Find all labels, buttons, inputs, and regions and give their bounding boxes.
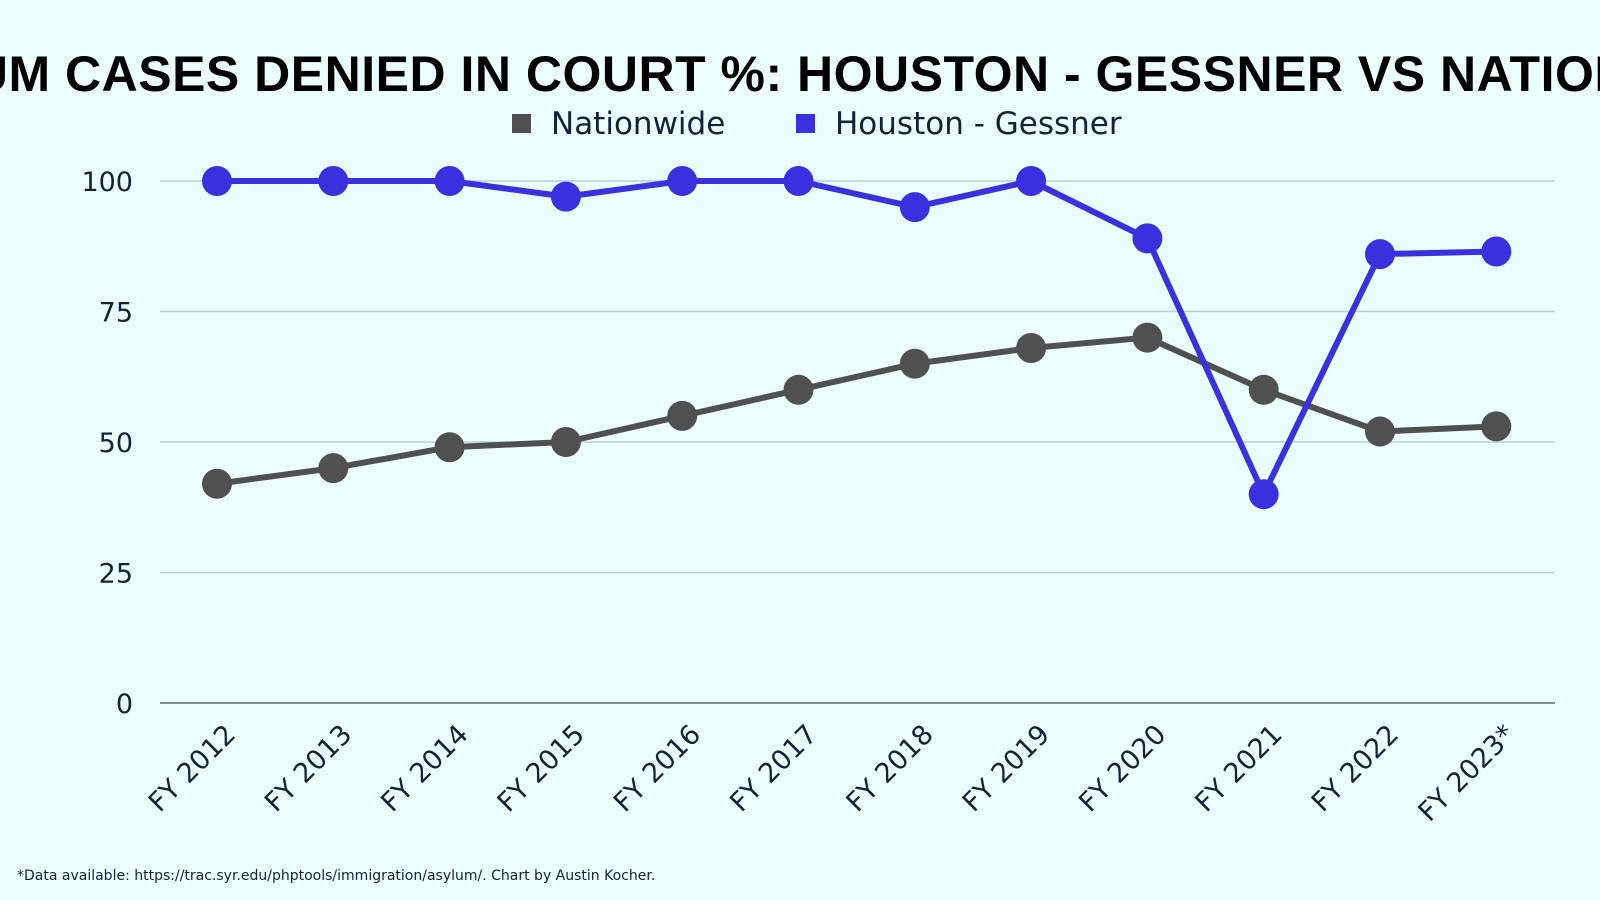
legend-label-houston-gessner: Houston - Gessner bbox=[835, 106, 1122, 142]
data-point-nationwide[interactable] bbox=[1365, 416, 1395, 447]
data-point-houston-gessner[interactable] bbox=[899, 192, 930, 223]
y-tick-label: 25 bbox=[99, 559, 133, 590]
data-point-houston-gessner[interactable] bbox=[783, 166, 814, 196]
y-tick-label: 100 bbox=[81, 167, 133, 198]
data-point-nationwide[interactable] bbox=[783, 374, 814, 405]
x-tick-label: FY 2018 bbox=[841, 719, 940, 818]
data-point-houston-gessner[interactable] bbox=[667, 166, 698, 196]
y-tick-label: 75 bbox=[99, 298, 133, 329]
data-point-houston-gessner[interactable] bbox=[1481, 236, 1512, 267]
footnote: *Data available: https://trac.syr.edu/ph… bbox=[17, 868, 655, 884]
data-point-houston-gessner[interactable] bbox=[434, 166, 465, 196]
x-tick-label: FY 2017 bbox=[724, 719, 823, 818]
y-tick-label: 50 bbox=[99, 428, 133, 459]
x-tick-label: FY 2020 bbox=[1073, 719, 1172, 818]
data-point-houston-gessner[interactable] bbox=[202, 166, 232, 196]
chart-title: ASYLUM CASES DENIED IN COURT %: HOUSTON … bbox=[0, 46, 1600, 102]
x-tick-label: FY 2019 bbox=[957, 719, 1056, 818]
legend-swatch-nationwide bbox=[512, 114, 531, 133]
data-point-nationwide[interactable] bbox=[667, 400, 698, 431]
y-axis-ticks: 0 25 50 75 100 bbox=[81, 167, 133, 720]
x-tick-label: FY 2022 bbox=[1306, 719, 1405, 818]
x-tick-label: FY 2012 bbox=[143, 719, 242, 818]
y-tick-label: 0 bbox=[116, 689, 133, 720]
series bbox=[202, 166, 1512, 510]
data-point-nationwide[interactable] bbox=[202, 468, 232, 499]
gridlines bbox=[160, 180, 1555, 704]
data-point-nationwide[interactable] bbox=[1016, 333, 1047, 364]
x-tick-label: FY 2015 bbox=[492, 719, 591, 818]
data-point-houston-gessner[interactable] bbox=[318, 166, 349, 196]
series-line-nationwide bbox=[214, 334, 1500, 487]
data-point-houston-gessner[interactable] bbox=[1248, 479, 1279, 510]
data-point-nationwide[interactable] bbox=[434, 432, 465, 463]
data-point-nationwide[interactable] bbox=[1248, 374, 1279, 405]
data-point-houston-gessner[interactable] bbox=[1132, 223, 1163, 254]
data-point-nationwide[interactable] bbox=[1132, 322, 1163, 353]
data-point-nationwide[interactable] bbox=[318, 453, 349, 484]
x-tick-label: FY 2016 bbox=[608, 719, 707, 818]
legend-label-nationwide: Nationwide bbox=[551, 106, 725, 142]
x-tick-label: FY 2023* bbox=[1412, 719, 1521, 828]
legend-swatch-houston-gessner bbox=[796, 114, 815, 133]
data-point-nationwide[interactable] bbox=[899, 348, 930, 379]
data-point-houston-gessner[interactable] bbox=[1016, 166, 1047, 196]
data-point-nationwide[interactable] bbox=[550, 427, 581, 457]
x-tick-label: FY 2014 bbox=[375, 719, 474, 818]
data-point-houston-gessner[interactable] bbox=[1365, 239, 1395, 270]
data-point-nationwide[interactable] bbox=[1481, 411, 1512, 442]
series-line-houston-gessner bbox=[214, 178, 1500, 498]
legend: Nationwide Houston - Gessner bbox=[512, 106, 1122, 142]
x-tick-label: FY 2021 bbox=[1189, 719, 1288, 818]
data-point-houston-gessner[interactable] bbox=[550, 181, 581, 212]
x-axis-ticks: FY 2012 FY 2013 FY 2014 FY 2015 FY 2016 FY 20… bbox=[143, 719, 1522, 828]
x-tick-label: FY 2013 bbox=[259, 719, 358, 818]
